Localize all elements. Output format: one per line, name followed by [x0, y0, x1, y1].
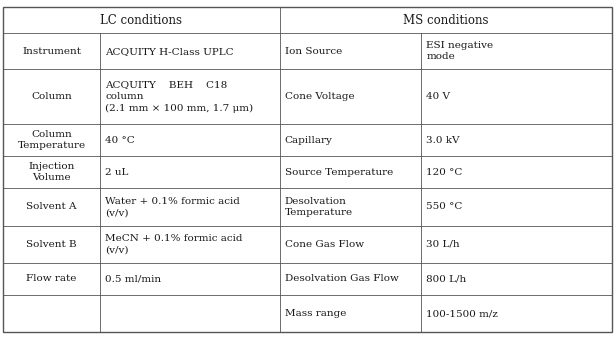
Text: Column
Temperature: Column Temperature [18, 130, 85, 151]
Text: 120 °C: 120 °C [426, 168, 462, 177]
Text: ESI negative
mode: ESI negative mode [426, 41, 493, 61]
Text: LC conditions: LC conditions [100, 14, 183, 27]
Text: Solvent B: Solvent B [26, 240, 77, 249]
Text: 30 L/h: 30 L/h [426, 240, 460, 249]
Text: Flow rate: Flow rate [26, 274, 77, 283]
Text: Cone Gas Flow: Cone Gas Flow [285, 240, 364, 249]
Text: Solvent A: Solvent A [26, 202, 77, 211]
Text: MS conditions: MS conditions [403, 14, 489, 27]
Text: Desolvation
Temperature: Desolvation Temperature [285, 197, 353, 217]
Text: 3.0 kV: 3.0 kV [426, 136, 459, 145]
Text: 40 °C: 40 °C [105, 136, 135, 145]
Text: Ion Source: Ion Source [285, 47, 342, 56]
Text: 40 V: 40 V [426, 92, 450, 101]
Text: 2 uL: 2 uL [105, 168, 129, 177]
Text: 550 °C: 550 °C [426, 202, 462, 211]
Text: Cone Voltage: Cone Voltage [285, 92, 354, 101]
Text: Capillary: Capillary [285, 136, 333, 145]
Text: 0.5 ml/min: 0.5 ml/min [105, 274, 161, 283]
Text: 800 L/h: 800 L/h [426, 274, 466, 283]
Text: Source Temperature: Source Temperature [285, 168, 393, 177]
Text: Water + 0.1% formic acid
(v/v): Water + 0.1% formic acid (v/v) [105, 197, 240, 217]
Text: ACQUITY    BEH    C18
column
(2.1 mm × 100 mm, 1.7 μm): ACQUITY BEH C18 column (2.1 mm × 100 mm,… [105, 81, 253, 113]
Text: Column: Column [31, 92, 72, 101]
Text: MeCN + 0.1% formic acid
(v/v): MeCN + 0.1% formic acid (v/v) [105, 234, 243, 254]
Text: Mass range: Mass range [285, 309, 346, 318]
Text: Instrument: Instrument [22, 47, 81, 56]
Text: ACQUITY H-Class UPLC: ACQUITY H-Class UPLC [105, 47, 234, 56]
Text: Desolvation Gas Flow: Desolvation Gas Flow [285, 274, 399, 283]
Text: Injection
Volume: Injection Volume [28, 162, 75, 182]
Text: 100-1500 m/z: 100-1500 m/z [426, 309, 498, 318]
